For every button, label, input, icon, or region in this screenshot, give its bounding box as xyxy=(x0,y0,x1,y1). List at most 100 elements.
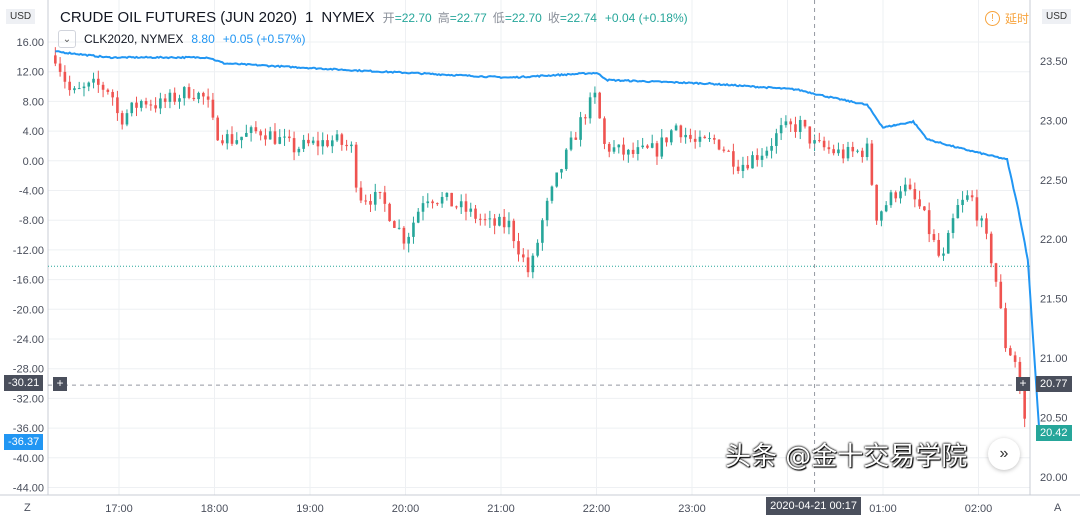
candle xyxy=(670,130,673,143)
chevron-down-icon[interactable]: ⌄ xyxy=(58,30,76,48)
candle xyxy=(373,191,377,205)
candle xyxy=(808,126,812,144)
candle xyxy=(526,257,530,273)
candle xyxy=(889,192,893,206)
right-currency-label[interactable]: USD xyxy=(1042,9,1072,24)
compare-last: 8.80 xyxy=(191,32,215,46)
candle xyxy=(899,191,902,199)
candle xyxy=(436,203,439,205)
candle xyxy=(727,150,730,152)
candle xyxy=(665,137,668,143)
time-axis-tick: 22:00 xyxy=(583,503,611,515)
candle xyxy=(268,131,272,140)
candle xyxy=(173,92,177,102)
right-axis-tick: 21.50 xyxy=(1040,294,1068,306)
candle xyxy=(674,125,678,131)
candle xyxy=(970,195,974,198)
candle xyxy=(937,239,941,256)
candle xyxy=(283,136,286,138)
left-axis-tick: -44.00 xyxy=(13,483,44,495)
candle xyxy=(784,121,788,126)
time-axis-tick: 21:00 xyxy=(487,503,515,515)
candle xyxy=(698,136,702,142)
candle xyxy=(923,206,926,211)
candle xyxy=(202,92,205,97)
candle xyxy=(383,192,387,204)
left-axis-tick: -40.00 xyxy=(13,453,44,465)
candle xyxy=(961,199,964,206)
candle xyxy=(717,139,721,150)
candle xyxy=(316,140,320,147)
candle xyxy=(450,192,453,207)
ohlc-key: 开 xyxy=(382,11,395,25)
candle xyxy=(980,218,983,221)
left-axis-tick: -20.00 xyxy=(13,304,44,316)
candle xyxy=(593,92,597,98)
time-axis-tick: 20:00 xyxy=(392,503,420,515)
compare-symbol[interactable]: CLK2020, NYMEX xyxy=(84,32,184,46)
candle xyxy=(507,220,511,228)
candle xyxy=(550,186,554,201)
left-axis-tick: -4.00 xyxy=(19,186,44,198)
time-crosshair-label: 2020-04-21 00:17 xyxy=(766,497,861,515)
candle xyxy=(345,144,348,147)
candle xyxy=(354,144,358,188)
candle xyxy=(178,98,181,102)
candle xyxy=(288,136,291,139)
candle xyxy=(278,137,282,144)
exclamation-circle-icon: ! xyxy=(985,11,1000,26)
candle xyxy=(512,220,516,242)
candle xyxy=(125,113,129,125)
candle xyxy=(641,145,644,148)
scroll-to-realtime-button[interactable]: » xyxy=(988,438,1020,470)
left-axis-tick: -8.00 xyxy=(19,215,44,227)
candle xyxy=(779,125,783,134)
candle xyxy=(617,144,621,148)
candle xyxy=(187,87,191,98)
candle xyxy=(622,144,625,155)
candle xyxy=(330,140,334,147)
candle xyxy=(913,189,917,200)
candle xyxy=(555,172,559,187)
left-axis-tick: 4.00 xyxy=(23,126,44,138)
candle xyxy=(751,155,754,169)
candle xyxy=(884,205,888,212)
candle xyxy=(789,121,792,125)
symbol-title[interactable]: CRUDE OIL FUTURES (JUN 2020) xyxy=(60,9,297,26)
auto-scale-left-button[interactable]: Z xyxy=(24,502,31,514)
add-alert-right-button[interactable]: + xyxy=(1016,377,1030,391)
candle xyxy=(865,143,869,158)
candle xyxy=(459,201,463,208)
candle xyxy=(660,137,664,157)
candle xyxy=(97,78,100,85)
candle xyxy=(116,97,119,114)
candle xyxy=(631,149,635,154)
candle xyxy=(985,218,988,234)
candle xyxy=(163,98,167,102)
candle xyxy=(531,255,535,273)
candle xyxy=(135,102,138,108)
right-axis-tick: 21.00 xyxy=(1040,353,1068,365)
candle xyxy=(192,97,196,100)
candle xyxy=(130,102,134,114)
delay-badge[interactable]: ! 延时 xyxy=(985,10,1029,27)
candle xyxy=(927,210,931,235)
ohlc-item: 低=22.70 xyxy=(493,9,542,26)
candle xyxy=(646,145,649,148)
left-currency-label[interactable]: USD xyxy=(6,9,36,24)
ohlc-values: 开=22.70 高=22.77 低=22.70 收=22.74 xyxy=(383,9,597,26)
candle xyxy=(999,281,1003,309)
candle xyxy=(474,208,477,219)
candle xyxy=(493,218,496,226)
candle xyxy=(221,140,224,144)
left-axis-tick: 8.00 xyxy=(23,96,44,108)
candle xyxy=(426,201,430,204)
candle xyxy=(607,143,611,152)
right-last-price-label: 20.42 xyxy=(1036,425,1072,441)
candle xyxy=(479,218,482,220)
auto-scale-right-button[interactable]: A xyxy=(1054,502,1062,514)
candle xyxy=(837,149,840,154)
ohlc-key: 高 xyxy=(437,11,450,25)
add-alert-left-button[interactable]: + xyxy=(53,377,67,391)
